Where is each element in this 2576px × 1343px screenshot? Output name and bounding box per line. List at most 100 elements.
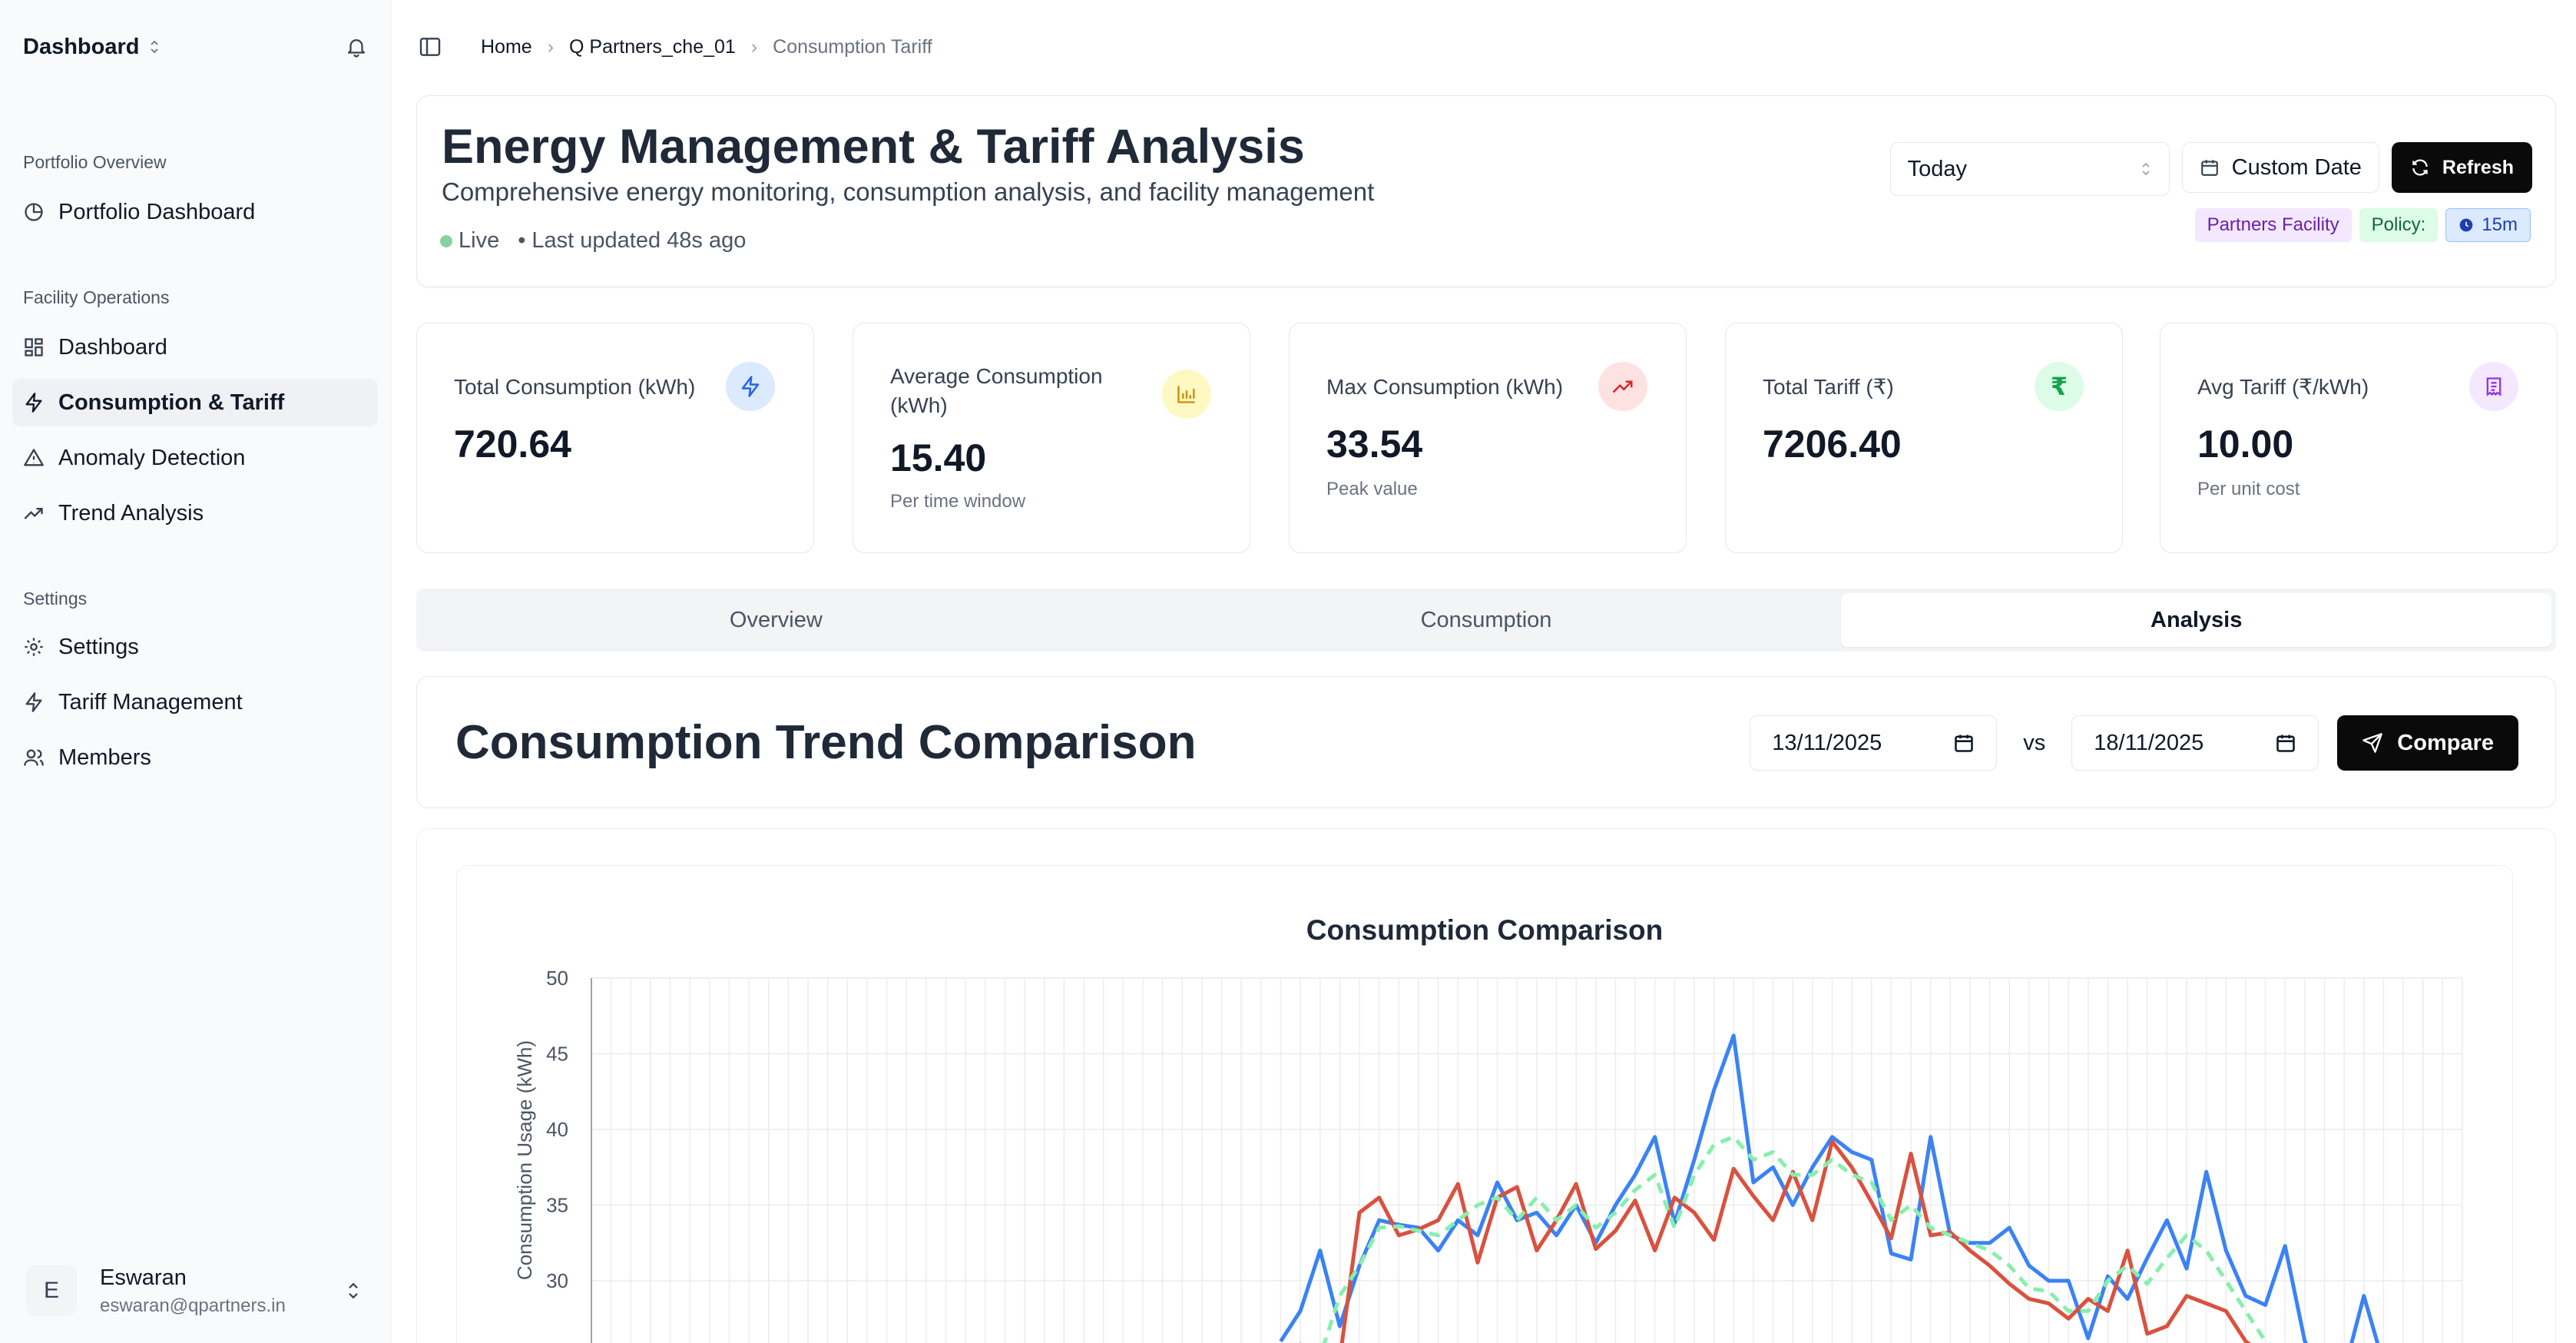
refresh-icon (2412, 159, 2428, 176)
sidebar-item-label: Settings (58, 634, 139, 659)
stat-label: Max Consumption (kWh) (1326, 375, 1564, 399)
policy-badge: Policy: (2359, 208, 2439, 242)
stat-card-average-consumption: Average Consumption (kWh) 15.40 Per time… (853, 323, 1250, 553)
stat-value: 720.64 (454, 423, 571, 466)
stat-label: Total Consumption (kWh) (454, 375, 696, 399)
alert-triangle-icon (24, 449, 44, 466)
sidebar-item-label: Members (58, 744, 151, 770)
bar-chart-icon (1162, 370, 1211, 419)
date-a-value: 13/11/2025 (1772, 730, 1882, 755)
y-axis-label: Consumption Usage (kWh) (513, 1040, 536, 1280)
date-b-input[interactable]: 18/11/2025 (2071, 715, 2319, 771)
stat-note: Peak value (1326, 479, 1418, 499)
compare-label: Compare (2397, 730, 2494, 755)
stat-value: 15.40 (890, 436, 987, 479)
sidebar: Dashboard Portfolio Overview Portfolio D… (0, 0, 392, 1343)
user-email: eswaran@qpartners.in (100, 1295, 286, 1316)
send-icon (2362, 733, 2383, 753)
sidebar-item-label: Anomaly Detection (58, 445, 246, 470)
sidebar-item-settings[interactable]: Settings (12, 623, 378, 671)
sidebar-item-dashboard[interactable]: Dashboard (12, 323, 378, 371)
y-tick-label: 50 (546, 967, 568, 990)
refresh-label: Refresh (2442, 156, 2514, 178)
trending-up-icon (1598, 362, 1647, 411)
stat-label: Avg Tariff (₹/kWh) (2197, 375, 2369, 399)
zap-icon (25, 692, 42, 712)
comparison-title: Consumption Trend Comparison (455, 716, 1197, 769)
user-name: Eswaran (100, 1265, 187, 1290)
chevron-up-down-icon (2142, 162, 2150, 176)
chart-container (456, 865, 2513, 1343)
chart-pie-icon (25, 203, 43, 221)
sidebar-item-label: Consumption & Tariff (58, 390, 285, 415)
y-tick-label: 40 (546, 1118, 568, 1141)
breadcrumb-facility[interactable]: Q Partners_che_01 (569, 35, 736, 58)
sidebar-item-label: Trend Analysis (58, 500, 204, 526)
sidebar-item-portfolio-dashboard[interactable]: Portfolio Dashboard (12, 188, 378, 236)
sidebar-item-members[interactable]: Members (12, 734, 378, 781)
calendar-icon (2200, 160, 2218, 176)
tab-overview[interactable]: Overview (729, 607, 823, 632)
zap-icon (726, 362, 775, 411)
users-icon (24, 749, 44, 766)
sidebar-item-consumption-tariff[interactable]: Consumption & Tariff (12, 379, 378, 426)
view-tabs: Overview Consumption Analysis (416, 589, 2556, 652)
sidebar-item-label: Tariff Management (58, 689, 243, 715)
stat-value: 7206.40 (1763, 423, 1902, 466)
stat-note: Per unit cost (2197, 479, 2300, 499)
workspace-switcher[interactable]: Dashboard (23, 35, 161, 60)
sidebar-item-tariff-management[interactable]: Tariff Management (12, 678, 378, 726)
group-label-facility: Facility Operations (23, 287, 170, 307)
stat-card-total-tariff: Total Tariff (₹) 7206.40 ₹ (1725, 323, 2123, 553)
live-label: Live (459, 228, 500, 253)
interval-badge: 15m (2445, 208, 2531, 242)
zap-icon (25, 393, 42, 413)
calendar-icon[interactable] (1953, 732, 1975, 754)
refresh-button[interactable]: Refresh (2391, 142, 2532, 193)
time-range-select[interactable]: Today (1889, 142, 2170, 196)
sidebar-item-label: Portfolio Dashboard (58, 199, 256, 224)
series-line-1 (1299, 1139, 2251, 1343)
sidebar-header: Dashboard (23, 29, 368, 65)
chevron-right-icon: › (750, 35, 758, 58)
interval-value: 15m (2482, 214, 2518, 235)
stat-card-avg-tariff: Avg Tariff (₹/kWh) 10.00 Per unit cost (2160, 323, 2558, 553)
avatar: E (26, 1265, 77, 1316)
chart-title: Consumption Comparison (1306, 914, 1664, 946)
breadcrumb-current: Consumption Tariff (773, 35, 932, 58)
bell-icon[interactable] (345, 35, 368, 58)
user-menu[interactable]: E Eswaran eswaran@qpartners.in (12, 1252, 378, 1329)
tab-consumption[interactable]: Consumption (1420, 607, 1552, 632)
breadcrumb-home[interactable]: Home (481, 35, 532, 58)
chevron-up-down-icon (151, 40, 159, 54)
stat-value: 33.54 (1326, 423, 1423, 466)
receipt-icon (2469, 362, 2518, 411)
sidebar-toggle-icon[interactable] (418, 35, 442, 59)
date-b-value: 18/11/2025 (2094, 730, 2204, 755)
trending-up-icon (24, 508, 43, 519)
rupee-icon: ₹ (2035, 362, 2084, 411)
tab-analysis[interactable]: Analysis (1841, 593, 2552, 647)
sidebar-item-anomaly-detection[interactable]: Anomaly Detection (12, 434, 378, 482)
time-range-value: Today (1907, 156, 1968, 181)
vs-label: vs (2023, 730, 2046, 755)
layout-grid-icon (25, 338, 43, 356)
compare-button[interactable]: Compare (2337, 715, 2518, 771)
live-dot-icon (440, 234, 452, 247)
facility-badge: Partners Facility (2194, 208, 2352, 242)
series-line-0 (1279, 1033, 2380, 1343)
gear-icon (25, 638, 43, 656)
last-updated: • Last updated 48s ago (518, 228, 747, 253)
stat-label: Total Tariff (₹) (1763, 375, 1894, 399)
custom-date-button[interactable]: Custom Date (2181, 142, 2379, 193)
calendar-icon[interactable] (2275, 732, 2296, 754)
sidebar-item-trend-analysis[interactable]: Trend Analysis (12, 489, 378, 537)
comparison-header: Consumption Trend Comparison 13/11/2025 … (416, 676, 2556, 808)
stat-card-max-consumption: Max Consumption (kWh) 33.54 Peak value (1289, 323, 1687, 553)
series-line-2 (1299, 1135, 2271, 1343)
date-a-input[interactable]: 13/11/2025 (1750, 715, 1998, 771)
stat-value: 10.00 (2197, 423, 2294, 466)
group-label-settings: Settings (23, 589, 88, 608)
page-title: Energy Management & Tariff Analysis (442, 120, 1305, 174)
